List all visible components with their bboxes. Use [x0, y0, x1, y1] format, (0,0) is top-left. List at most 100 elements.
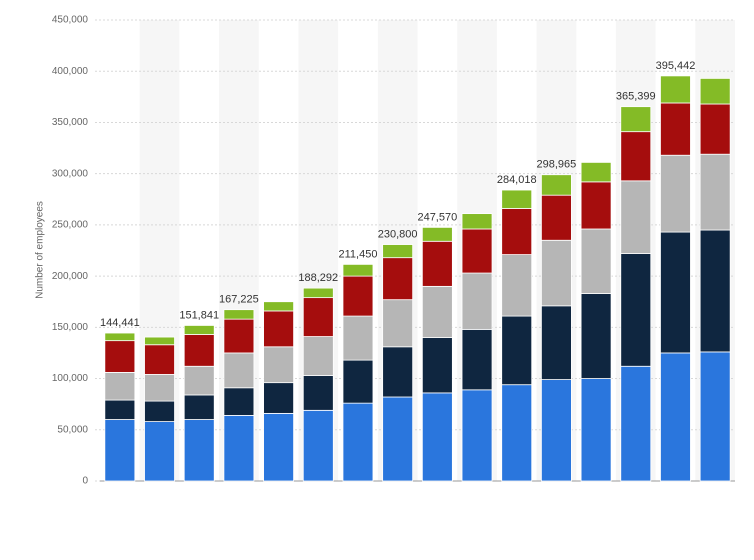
- bar-segment: [660, 352, 691, 482]
- y-tick-label: 350,000: [52, 117, 89, 128]
- bar-segment: [342, 315, 374, 361]
- bar-segment: [263, 346, 294, 384]
- y-tick-label: 450,000: [52, 15, 89, 26]
- bar-segment: [421, 226, 453, 242]
- bar-segment: [541, 174, 572, 196]
- bar-segment: [382, 396, 414, 482]
- bar-segment: [699, 351, 731, 482]
- bar-segment: [461, 213, 493, 230]
- bar-segment: [263, 301, 294, 312]
- y-tick-label: 250,000: [52, 220, 89, 231]
- bar-segment: [541, 305, 572, 380]
- bar-segment: [620, 365, 652, 482]
- total-label: 167,225: [219, 294, 259, 306]
- total-label: 365,399: [616, 91, 656, 103]
- bar-segment: [183, 325, 215, 335]
- y-tick-label: 0: [82, 476, 88, 487]
- bar-segment: [541, 379, 572, 482]
- bar-segment: [660, 231, 691, 354]
- total-label: 211,450: [338, 248, 377, 260]
- bar-segment: [302, 409, 334, 482]
- bar-segment: [104, 419, 136, 482]
- y-tick-label: 200,000: [52, 271, 89, 282]
- bar-segment: [421, 392, 453, 482]
- bar-segment: [461, 228, 493, 274]
- bar-segment: [660, 75, 691, 104]
- bar-segment: [382, 346, 414, 398]
- bar-segment: [580, 228, 612, 294]
- bar-segment: [620, 131, 652, 182]
- total-label: 298,965: [537, 159, 577, 171]
- bar-segment: [421, 337, 453, 394]
- bar-segment: [144, 336, 175, 346]
- bar-segment: [342, 359, 374, 404]
- bar-segment: [183, 394, 215, 420]
- bar-segment: [223, 352, 255, 389]
- bar-segment: [580, 181, 612, 230]
- bar-segment: [699, 229, 731, 353]
- bar-segment: [699, 77, 731, 105]
- y-tick-label: 400,000: [52, 66, 89, 77]
- bar-segment: [461, 389, 493, 482]
- bar-segment: [263, 412, 294, 482]
- bar-segment: [104, 372, 136, 401]
- bar-segment: [144, 374, 175, 402]
- bar-segment: [699, 153, 731, 231]
- bar-segment: [342, 402, 374, 482]
- bar-segment: [501, 208, 533, 255]
- bar-segment: [501, 254, 533, 317]
- bar-segment: [541, 194, 572, 241]
- bar-segment: [183, 334, 215, 367]
- bar-segment: [144, 421, 175, 482]
- y-tick-label: 300,000: [52, 168, 89, 179]
- y-axis-label: Number of employees: [35, 201, 46, 299]
- bar-segment: [302, 336, 334, 376]
- bar-segment: [620, 253, 652, 367]
- bar-segment: [302, 297, 334, 337]
- y-tick-label: 100,000: [52, 373, 89, 384]
- bar-segment: [144, 344, 175, 375]
- bar-segment: [461, 272, 493, 330]
- bar-segment: [699, 103, 731, 155]
- bar-segment: [183, 419, 215, 482]
- bar-segment: [144, 400, 175, 422]
- total-label: 247,570: [417, 211, 457, 223]
- bar-segment: [223, 318, 255, 354]
- bar-segment: [263, 382, 294, 414]
- bar-segment: [263, 310, 294, 348]
- total-label: 395,442: [656, 60, 696, 72]
- bar-segment: [501, 189, 533, 209]
- bar-segment: [104, 340, 136, 373]
- bar-segment: [302, 287, 334, 299]
- bar-segment: [302, 375, 334, 411]
- bar-segment: [580, 161, 612, 183]
- bar-segment: [660, 102, 691, 156]
- bar-segment: [660, 154, 691, 233]
- total-label: 144,441: [100, 317, 140, 329]
- total-label: 188,292: [298, 272, 338, 284]
- bar-segment: [382, 244, 414, 259]
- total-label: 284,018: [497, 174, 537, 186]
- bar-segment: [501, 384, 533, 482]
- bar-segment: [223, 415, 255, 482]
- y-tick-label: 150,000: [52, 322, 89, 333]
- bar-segment: [501, 315, 533, 386]
- total-label: 151,841: [179, 309, 219, 321]
- bar-segment: [580, 378, 612, 482]
- total-label: 230,800: [378, 228, 418, 240]
- bar-segment: [620, 180, 652, 254]
- bar-segment: [541, 239, 572, 307]
- bar-segment: [382, 257, 414, 301]
- bar-segment: [342, 263, 374, 277]
- y-tick-label: 50,000: [57, 424, 88, 435]
- bar-segment: [342, 275, 374, 317]
- bar-segment: [183, 365, 215, 396]
- bar-segment: [382, 299, 414, 348]
- bar-segment: [104, 332, 136, 342]
- bar-segment: [620, 106, 652, 133]
- bar-segment: [580, 293, 612, 379]
- bar-segment: [421, 240, 453, 287]
- bar-segment: [421, 285, 453, 338]
- bar-segment: [223, 387, 255, 416]
